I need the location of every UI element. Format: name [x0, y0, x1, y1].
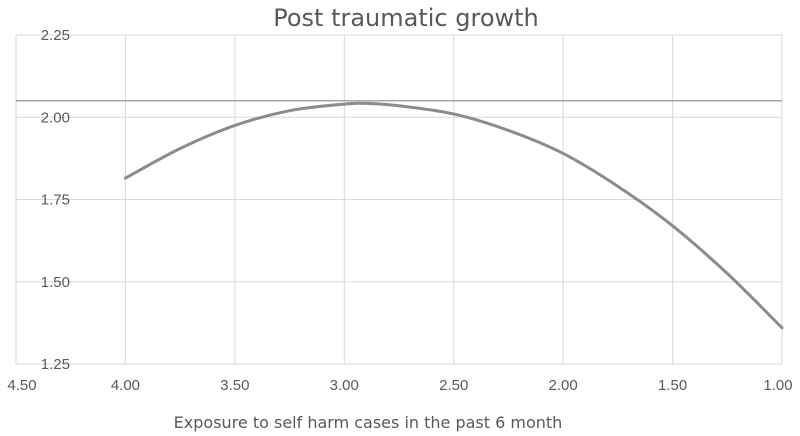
x-tick-label: 1.50	[658, 377, 687, 394]
y-tick-label: 1.50	[41, 274, 70, 291]
y-tick-label: 2.25	[41, 27, 70, 44]
y-tick-label: 2.00	[41, 109, 70, 126]
series-line	[123, 101, 784, 330]
grid	[15, 34, 783, 365]
x-tick-label: 1.00	[763, 377, 792, 394]
x-tick-label: 2.00	[549, 377, 578, 394]
x-tick-label: 4.00	[111, 377, 140, 394]
series-layer	[123, 101, 784, 330]
x-tick-label: 3.50	[220, 377, 249, 394]
x-tick-label: 3.00	[330, 377, 359, 394]
y-tick-label: 1.75	[41, 192, 70, 209]
y-axis: 1.25 1.50 1.75 2.00 2.25	[41, 27, 70, 373]
x-axis-label: Exposure to self harm cases in the past …	[174, 413, 563, 432]
x-axis: 4.50 4.00 3.50 3.00 2.50 2.00 1.50 1.00	[7, 377, 792, 394]
y-tick-label: 1.25	[41, 356, 70, 373]
x-tick-label: 4.50	[7, 377, 36, 394]
x-tick-label: 2.50	[439, 377, 468, 394]
chart-title: Post traumatic growth	[273, 4, 539, 32]
